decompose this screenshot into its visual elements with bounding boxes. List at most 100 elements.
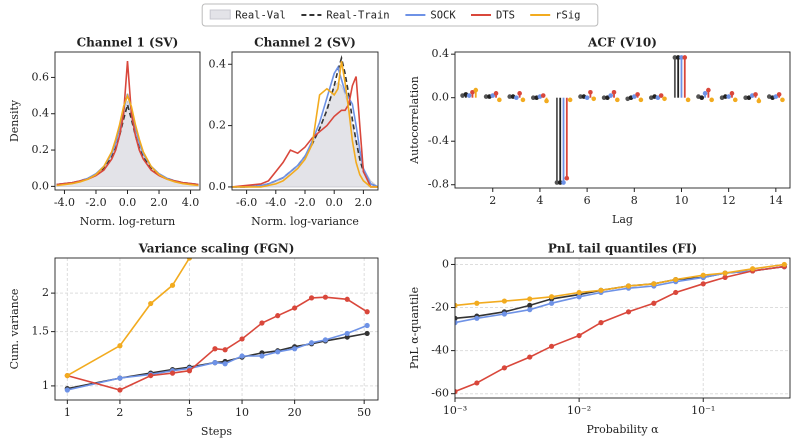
point	[455, 388, 458, 395]
stem-dot	[635, 92, 640, 97]
x-tick-label: 6	[584, 194, 591, 207]
point	[455, 320, 458, 326]
point	[598, 287, 604, 293]
legend-label: Real-Train	[326, 10, 389, 22]
panel-title: Channel 1 (SV)	[77, 36, 179, 50]
x-tick-label: 10⁻³	[443, 404, 467, 417]
plot-area	[55, 258, 378, 400]
point	[169, 370, 176, 376]
stem-dot	[776, 92, 782, 97]
stem-dot	[554, 180, 560, 185]
stem-dot	[497, 97, 502, 103]
stem-dot	[615, 97, 620, 103]
point	[212, 346, 218, 352]
point	[212, 360, 218, 366]
stem-dot	[773, 94, 779, 99]
y-tick-label: 2	[42, 286, 49, 299]
point	[673, 289, 679, 296]
point	[548, 343, 555, 349]
point	[364, 309, 370, 315]
point	[364, 322, 370, 329]
x-tick-label: 5	[186, 406, 193, 419]
stem-dot	[706, 87, 711, 93]
point	[625, 309, 632, 315]
stem-dot	[483, 94, 489, 99]
point	[239, 353, 245, 359]
stem-dot	[709, 97, 714, 103]
y-tick-label: -0.4	[428, 134, 449, 147]
plot-marks	[455, 261, 787, 395]
stem-dot	[685, 97, 691, 103]
x-tick-label: -4.0	[265, 196, 286, 209]
panel-title: Variance scaling (FGN)	[138, 242, 295, 256]
point	[222, 347, 228, 353]
point	[64, 372, 70, 379]
stem-dot	[591, 96, 597, 102]
plot-marks	[232, 54, 378, 188]
stem-dot	[662, 96, 667, 102]
stem-dot	[578, 94, 583, 99]
point	[212, 223, 217, 228]
stem-dot	[658, 93, 664, 98]
stem-dot	[672, 55, 678, 60]
point	[527, 302, 533, 308]
point	[148, 372, 154, 379]
legend-box	[201, 3, 599, 27]
point	[186, 258, 193, 261]
x-tick-label: 4	[536, 194, 543, 207]
point	[169, 282, 176, 288]
x-axis-label: Probability α	[586, 423, 659, 436]
y-tick-label: -40	[431, 344, 449, 357]
stem-dot	[544, 98, 549, 104]
y-tick-label: 0	[442, 257, 449, 270]
point	[722, 270, 728, 276]
stem-dot	[743, 95, 748, 100]
point	[700, 281, 706, 287]
stem-dot	[531, 95, 536, 100]
point	[223, 212, 228, 217]
stem-dot	[699, 95, 705, 100]
plot-area	[455, 52, 790, 188]
y-tick-label: 0.4	[209, 57, 227, 70]
x-tick-label: -4.0	[54, 196, 75, 209]
x-tick-label: 10	[674, 194, 688, 207]
panel: 2 4 6 8 10 12 14 -0.8 -0.4 0.0 0.4 ACF (V10) Lag Auto…	[408, 36, 791, 226]
point	[344, 330, 350, 337]
point	[501, 365, 507, 371]
x-tick-label: 10	[235, 406, 249, 419]
point	[148, 300, 154, 307]
point	[651, 300, 657, 306]
stem-dot	[723, 94, 728, 99]
panel-title: PnL tail quantiles (FI)	[548, 242, 697, 256]
point	[292, 305, 298, 311]
stem-dot	[514, 95, 519, 100]
x-tick-label: -2.0	[85, 196, 106, 209]
panel: -6.0 -4.0 -2.0 0.0 2.0 0.0 0.2 0.4 Channel 2 (SV…	[209, 36, 379, 228]
point	[474, 300, 480, 306]
x-tick-label: 10⁻²	[567, 404, 591, 417]
legend-label: Real-Val	[235, 10, 286, 22]
point	[259, 320, 265, 326]
point	[651, 281, 657, 287]
point	[322, 337, 329, 343]
stem-dot	[655, 95, 661, 100]
x-axis-label: Steps	[201, 425, 233, 438]
panel-title: ACF (V10)	[587, 36, 657, 50]
panel: -4.0 -2.0 0.0 2.0 4.0 0.0 0.2 0.4 0.6 Channel 1 (…	[8, 36, 201, 228]
y-tick-label: 0.2	[209, 119, 227, 132]
point	[308, 295, 315, 301]
panel: 1 2 5 10 20 50 1 1.5 2 Variance scaling (FGN) Step…	[8, 212, 379, 438]
point	[548, 294, 555, 300]
x-tick-label: 12	[722, 194, 736, 207]
y-tick-label: 0.0	[32, 179, 50, 192]
stem-dot	[746, 95, 752, 100]
stem-dot	[466, 93, 472, 98]
plot-area	[455, 258, 790, 398]
point	[344, 334, 350, 340]
point	[259, 353, 265, 359]
point	[308, 340, 315, 346]
y-axis-label: Cum. variance	[8, 289, 21, 370]
x-tick-label: 14	[769, 194, 783, 207]
axes-frame	[454, 257, 791, 399]
